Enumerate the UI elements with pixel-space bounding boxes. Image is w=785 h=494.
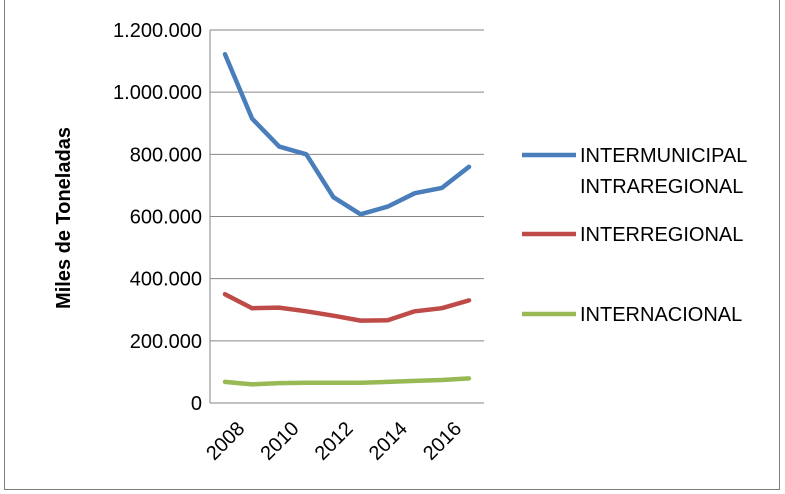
y-tick-label: 800.000 (130, 144, 202, 166)
y-tick-label: 1.200.000 (113, 20, 202, 42)
y-axis-title: Miles de Toneladas (53, 127, 75, 309)
axes (209, 30, 484, 404)
x-tick-label: 2012 (311, 418, 358, 465)
gridlines (210, 29, 484, 342)
legend-label: INTERREGIONAL (580, 224, 743, 246)
x-tick-label: 2016 (419, 418, 466, 465)
series-line-internacional (222, 376, 472, 387)
legend-label: INTERMUNICIPAL (580, 145, 747, 167)
chart-frame (4, 0, 780, 490)
x-tick-label: 2010 (256, 418, 303, 465)
series-lines (222, 51, 472, 387)
x-axis-tick-labels: 2008 2010 2012 2014 2016 (202, 418, 466, 465)
y-axis-tick-labels: 0 200.000 400.000 600.000 800.000 1.000.000 1.… (113, 20, 202, 415)
series-line-interregional (222, 291, 472, 323)
x-tick-label: 2008 (202, 418, 249, 465)
y-tick-label: 0 (191, 393, 202, 415)
series-line-intermunicipal (222, 51, 472, 217)
y-tick-label: 1.000.000 (113, 82, 202, 104)
legend-label: INTRAREGIONAL (580, 176, 743, 198)
y-tick-label: 400.000 (130, 269, 202, 291)
legend-label: INTERNACIONAL (580, 304, 742, 326)
y-tick-label: 600.000 (130, 207, 202, 229)
y-tick-label: 200.000 (130, 331, 202, 353)
x-tick-label: 2014 (365, 418, 412, 465)
legend: INTERMUNICIPAL INTRAREGIONAL INTERREGIONAL… (522, 145, 747, 326)
